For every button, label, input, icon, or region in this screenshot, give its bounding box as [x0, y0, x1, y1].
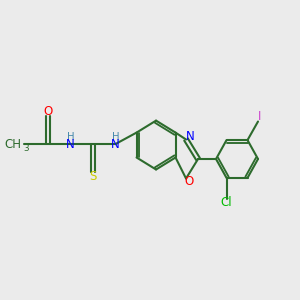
Text: Cl: Cl — [221, 196, 232, 209]
Text: N: N — [111, 137, 120, 151]
Text: H: H — [112, 131, 119, 142]
Text: S: S — [89, 170, 97, 184]
Text: CH: CH — [4, 137, 21, 151]
Text: N: N — [66, 137, 75, 151]
Text: 3: 3 — [24, 144, 29, 153]
Text: O: O — [44, 104, 53, 118]
Text: O: O — [184, 175, 194, 188]
Text: N: N — [186, 130, 195, 143]
Text: I: I — [258, 110, 261, 123]
Text: H: H — [67, 131, 74, 142]
